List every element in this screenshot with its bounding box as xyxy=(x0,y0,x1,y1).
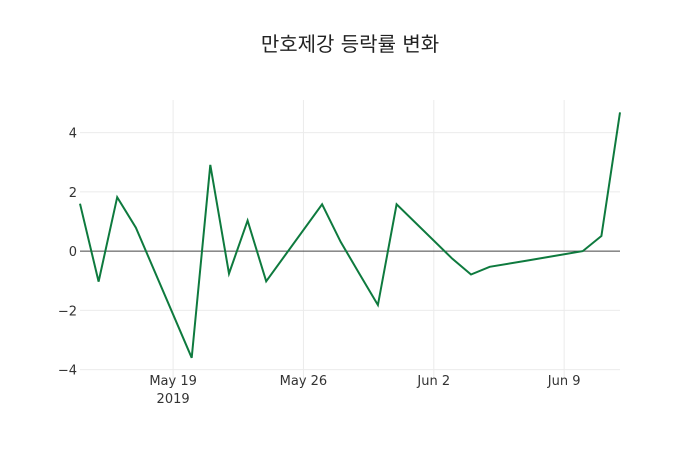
x-tick-label: Jun 2 xyxy=(416,374,450,389)
y-axis-ticks: 4 2 0 −2 −4 xyxy=(58,127,77,379)
y-tick-label: −2 xyxy=(58,304,77,319)
x-tick-year-label: 2019 xyxy=(157,392,190,407)
y-tick-label: 0 xyxy=(69,245,77,260)
x-tick-label: May 19 xyxy=(149,374,197,389)
x-tick-label: May 26 xyxy=(280,374,328,389)
y-tick-label: −4 xyxy=(58,364,77,379)
series-line xyxy=(79,112,621,359)
y-tick-label: 4 xyxy=(69,127,77,142)
chart-title: 만호제강 등락률 변화 xyxy=(260,32,440,56)
x-axis-ticks: May 19 2019 May 26 Jun 2 Jun 9 xyxy=(149,374,580,407)
grid-lines xyxy=(80,100,620,380)
y-tick-label: 2 xyxy=(69,186,77,201)
x-tick-label: Jun 9 xyxy=(547,374,581,389)
